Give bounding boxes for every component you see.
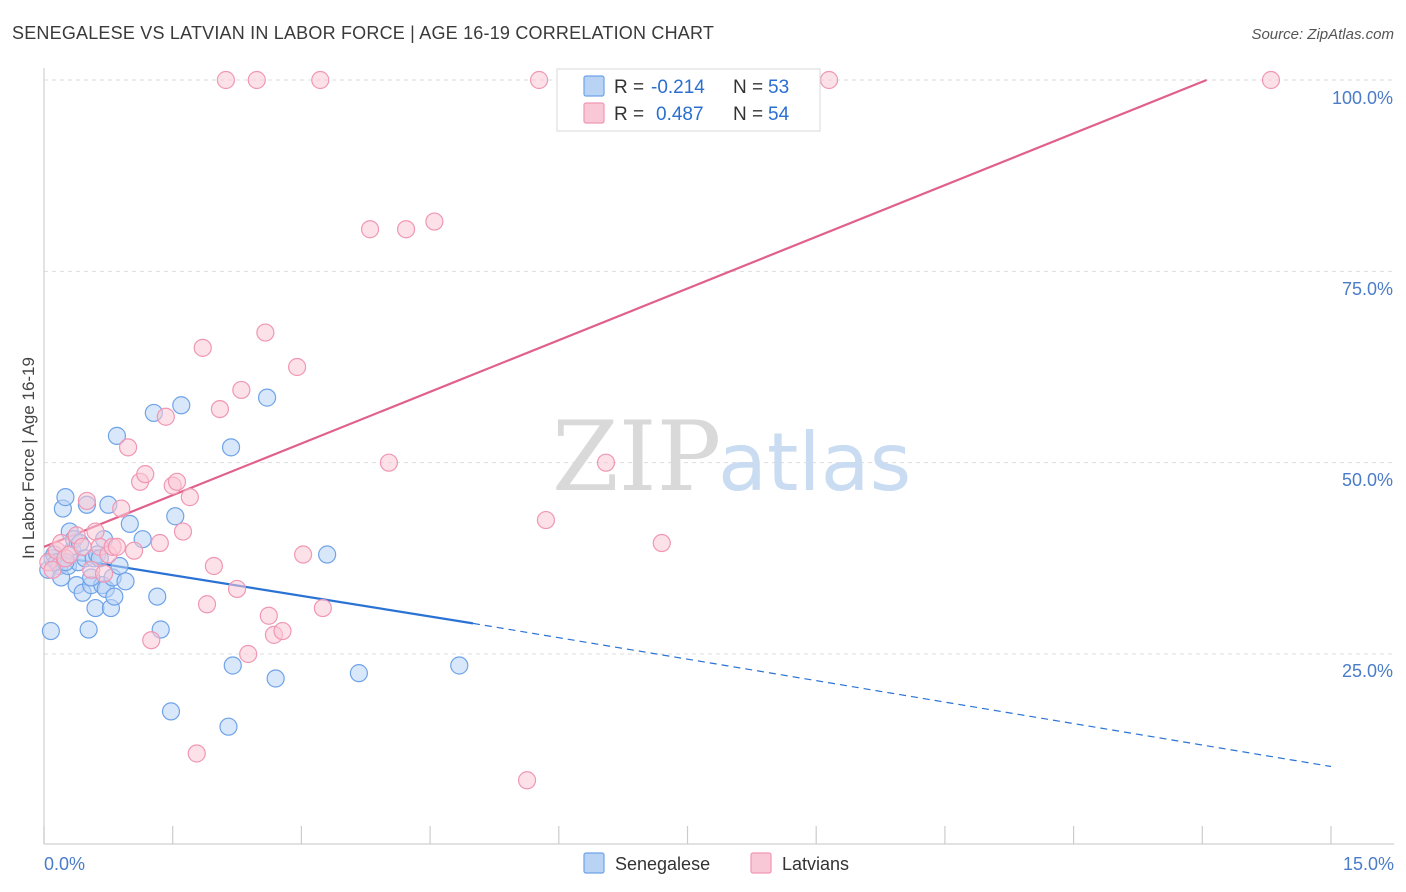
legend-n-value-senegalese: 53 (768, 77, 789, 98)
data-point-senegalese (257, 388, 277, 407)
data-point-latvians (86, 522, 105, 541)
series-latvians (39, 70, 1281, 790)
legend-r-value-senegalese: -0.214 (651, 77, 705, 98)
data-point-senegalese (116, 572, 135, 591)
data-point-latvians (259, 606, 278, 625)
data-point-latvians (77, 491, 97, 511)
y-tick-label: 100.0% (1332, 88, 1393, 108)
data-point-senegalese (161, 702, 181, 721)
data-point-senegalese (120, 514, 139, 533)
data-point-latvians (288, 357, 307, 377)
data-point-latvians (118, 438, 138, 457)
data-point-latvians (216, 70, 235, 90)
data-point-senegalese (219, 717, 238, 736)
data-point-latvians (313, 598, 332, 618)
bottom-legend: Senegalese Latvians (583, 852, 849, 874)
data-point-senegalese (166, 507, 185, 526)
data-point-senegalese (450, 656, 469, 675)
data-point-senegalese (148, 587, 167, 606)
data-point-latvians (107, 537, 127, 556)
data-point-latvians (239, 644, 258, 664)
bottom-legend-label-latvians: Latvians (782, 854, 849, 874)
data-point-senegalese (172, 396, 191, 415)
legend-n-label: N = (733, 104, 763, 125)
data-point-senegalese (56, 488, 75, 507)
data-point-latvians (43, 560, 62, 579)
data-point-senegalese (349, 664, 368, 683)
legend-r-value-latvians: 0.487 (656, 104, 704, 125)
data-point-senegalese (221, 438, 241, 457)
data-point-senegalese (105, 587, 124, 606)
data-point-latvians (187, 744, 206, 763)
x-tick-label-min: 0.0% (44, 854, 85, 874)
series-senegalese (39, 388, 469, 736)
bottom-legend-swatch-latvians (750, 852, 772, 874)
watermark-zip: ZIP (552, 401, 721, 513)
data-point-latvians (73, 537, 92, 556)
legend-r-label: R = (614, 104, 644, 125)
data-point-latvians (112, 499, 131, 518)
y-tick-label: 25.0% (1342, 661, 1393, 681)
chart-title: SENEGALESE VS LATVIAN IN LABOR FORCE | A… (12, 23, 714, 43)
data-point-latvians (517, 771, 537, 790)
data-point-latvians (156, 407, 175, 426)
bottom-legend-swatch-senegalese (583, 852, 605, 874)
data-point-latvians (232, 380, 251, 400)
data-point-latvians (142, 631, 161, 650)
data-point-latvians (227, 579, 247, 599)
x-axis-ticks (43, 826, 1332, 844)
data-point-latvians (379, 453, 399, 472)
x-tick-label-max: 15.0% (1343, 854, 1394, 874)
data-point-latvians (136, 465, 155, 484)
trend-line-solid (43, 78, 1207, 548)
data-point-latvians (360, 220, 380, 239)
data-point-latvians (94, 564, 114, 583)
data-point-senegalese (107, 426, 127, 445)
legend-n-label: N = (733, 77, 763, 98)
watermark-atlas: atlas (718, 416, 911, 509)
data-point-senegalese (79, 620, 98, 639)
trend-line-latvians (43, 78, 1207, 548)
data-point-latvians (247, 70, 266, 90)
data-point-latvians (396, 220, 416, 239)
y-tick-label: 75.0% (1342, 279, 1393, 299)
data-point-latvians (124, 541, 144, 560)
data-point-senegalese (86, 598, 105, 618)
data-point-latvians (596, 453, 616, 472)
data-point-senegalese (223, 656, 242, 675)
data-point-latvians (273, 621, 292, 641)
legend-swatch-senegalese (583, 75, 605, 97)
data-point-latvians (529, 70, 549, 90)
bottom-legend-label-senegalese: Senegalese (615, 854, 710, 874)
data-point-latvians (173, 522, 193, 541)
data-point-latvians (294, 545, 313, 564)
data-point-latvians (536, 510, 556, 530)
data-point-latvians (150, 533, 169, 553)
data-point-senegalese (266, 669, 285, 688)
legend-n-value-latvians: 54 (768, 104, 790, 125)
legend-swatch-latvians (583, 102, 605, 124)
data-point-latvians (204, 556, 223, 576)
y-tick-label: 50.0% (1342, 470, 1393, 490)
y-axis-label: In Labor Force | Age 16-19 (19, 357, 38, 559)
data-point-latvians (1261, 70, 1281, 90)
data-point-latvians (197, 595, 217, 614)
data-point-latvians (256, 323, 275, 342)
data-point-latvians (193, 338, 212, 357)
legend-r-label: R = (614, 77, 644, 98)
data-point-senegalese (41, 621, 60, 641)
data-point-latvians (425, 212, 444, 231)
chart-source: Source: ZipAtlas.com (1251, 26, 1394, 43)
data-point-latvians (210, 399, 229, 419)
data-point-latvians (167, 472, 187, 491)
data-point-latvians (652, 533, 671, 553)
trend-line-dashed (472, 622, 1332, 768)
data-point-latvians (311, 70, 330, 90)
gridlines (44, 79, 1394, 655)
data-point-latvians (819, 70, 839, 90)
legend: R = -0.214 N = 53 R = 0.487 N = 54 (556, 68, 821, 132)
data-point-latvians (180, 488, 199, 507)
data-point-senegalese (318, 545, 337, 564)
